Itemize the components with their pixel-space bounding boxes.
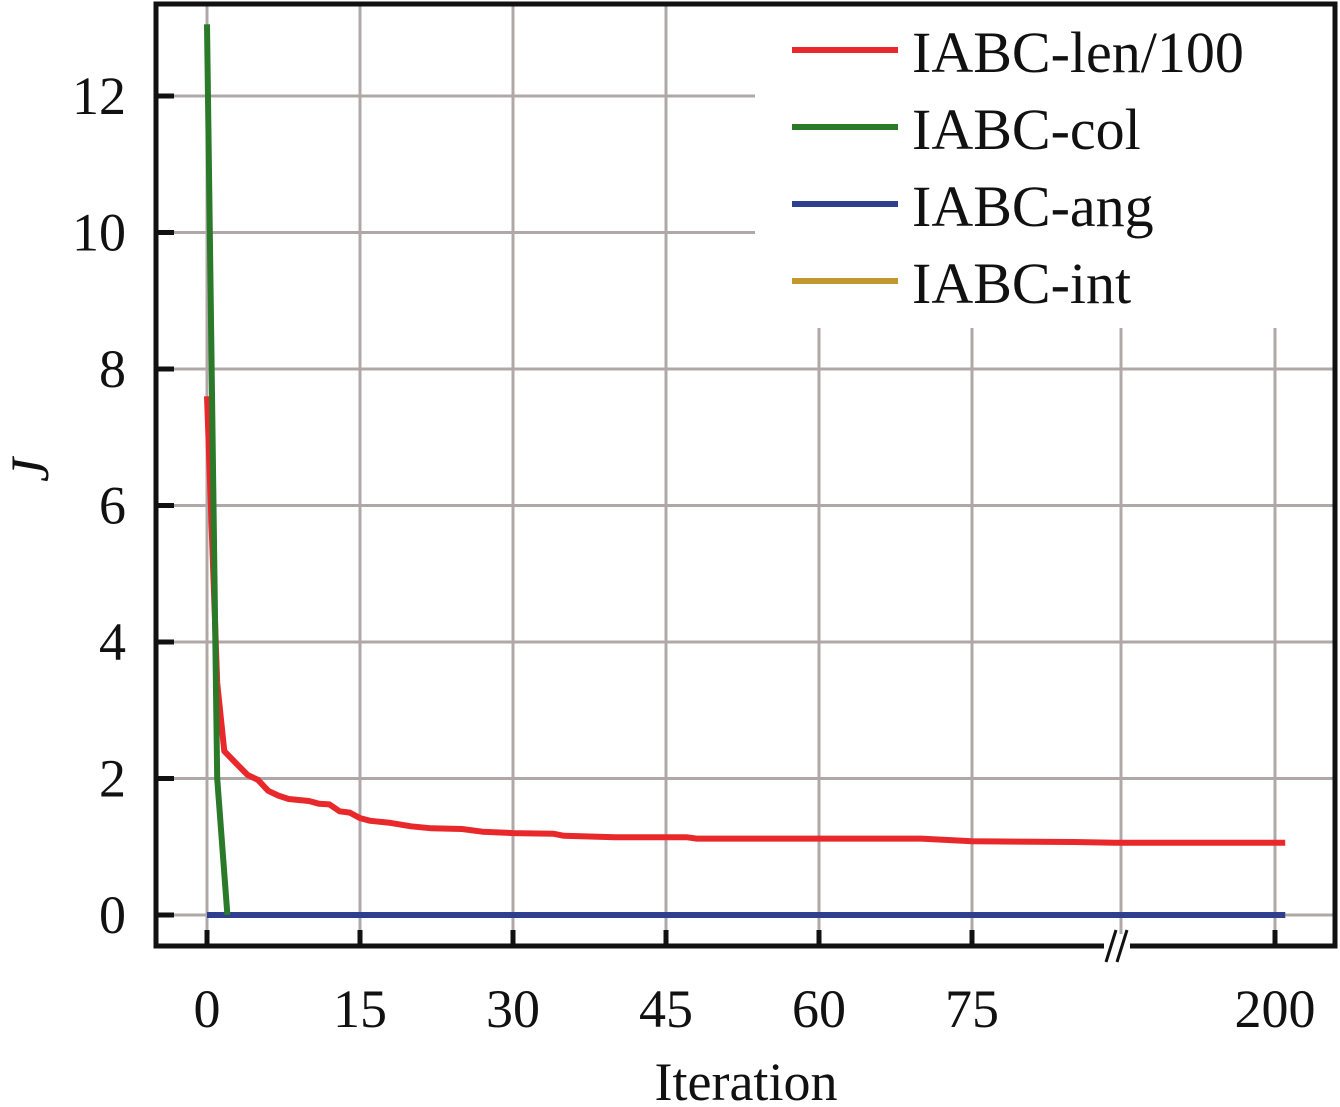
ticks: 0 2 4 6 8 10 12 0 15 30 45 60 75 200: [72, 66, 1316, 1039]
legend: IABC-len/100 IABC-col IABC-ang IABC-int: [755, 6, 1333, 328]
x-tick-label: 60: [792, 979, 846, 1039]
series-line-iabc-col: [204, 24, 231, 916]
axis-break-mark: [1115, 929, 1129, 963]
legend-label: IABC-len/100: [912, 20, 1244, 85]
y-axis-label: J: [0, 455, 60, 482]
y-tick-label: 4: [99, 612, 126, 672]
legend-label: IABC-col: [912, 97, 1141, 162]
x-tick-label: 200: [1235, 979, 1316, 1039]
axis-break-mark: [1104, 929, 1118, 963]
plot-frame: [153, 1, 1338, 949]
x-tick-label: 30: [486, 979, 540, 1039]
series-lines: [204, 24, 1286, 918]
y-tick-label: 8: [99, 339, 126, 399]
x-tick-label: 45: [639, 979, 693, 1039]
x-tick-label: 15: [333, 979, 387, 1039]
x-axis-label: Iteration: [655, 1052, 838, 1107]
y-tick-label: 6: [99, 476, 126, 536]
y-tick-label: 0: [99, 885, 126, 945]
legend-box: [755, 6, 1333, 328]
x-tick-label: 0: [194, 979, 221, 1039]
y-tick-label: 12: [72, 66, 126, 126]
legend-label: IABC-ang: [912, 174, 1154, 239]
y-tick-label: 2: [99, 749, 126, 809]
y-tick-label: 10: [72, 203, 126, 263]
series-line-iabc-len-100: [204, 396, 1286, 846]
x-tick-label: 75: [945, 979, 999, 1039]
legend-label: IABC-int: [912, 251, 1131, 316]
